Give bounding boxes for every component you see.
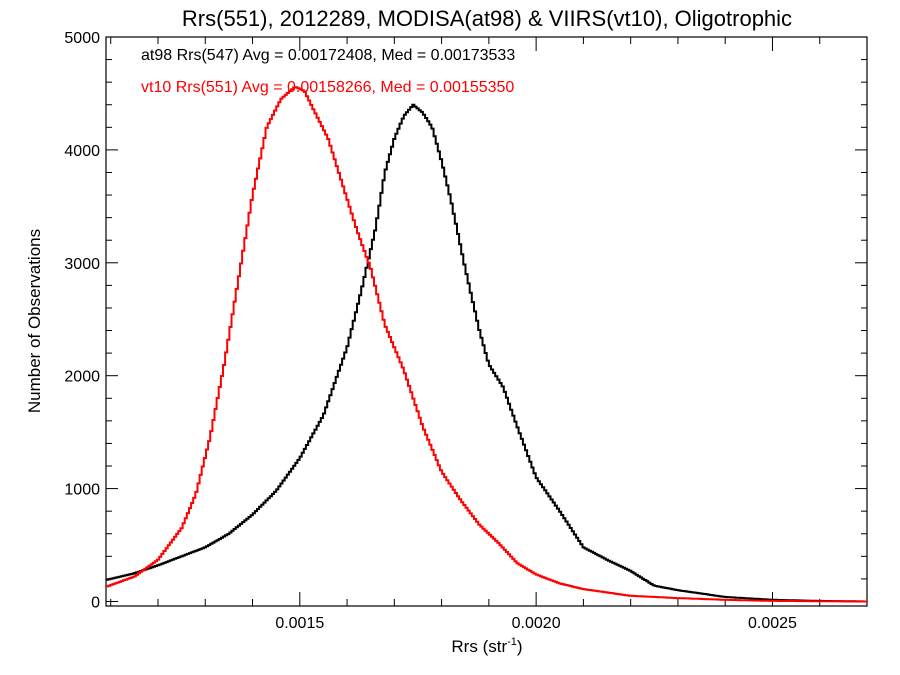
x-axis-label-sup: -1 xyxy=(507,636,517,648)
plot-frame xyxy=(105,36,868,607)
x-axis-label-base: Rrs (str xyxy=(451,637,507,656)
y-tick-label: 2000 xyxy=(64,369,100,386)
axis-tick-labels: 0 1000 2000 3000 4000 5000 0.0015 0.0020 0.0025 xyxy=(64,30,797,632)
chart-title: Rrs(551), 2012289, MODISA(at98) & VIIRS(… xyxy=(182,6,792,31)
x-axis-label-close: ) xyxy=(517,637,523,656)
annotation-vt10: vt10 Rrs(551) Avg = 0.00158266, Med = 0.… xyxy=(141,79,514,96)
series-2-line xyxy=(106,86,867,603)
y-axis-label: Number of Observations xyxy=(25,229,44,413)
axis-ticks xyxy=(106,36,867,606)
series-layer xyxy=(106,86,867,603)
y-tick-label: 3000 xyxy=(64,256,100,273)
y-tick-label: 0 xyxy=(91,594,100,611)
x-tick-label: 0.0020 xyxy=(512,615,561,632)
annotation-at98: at98 Rrs(547) Avg = 0.00172408, Med = 0.… xyxy=(141,47,515,64)
series-1-line xyxy=(106,103,867,603)
x-tick-label: 0.0015 xyxy=(275,615,324,632)
y-tick-label: 5000 xyxy=(64,30,100,47)
y-tick-label: 4000 xyxy=(64,143,100,160)
y-tick-label: 1000 xyxy=(64,482,100,499)
x-tick-label: 0.0025 xyxy=(748,615,797,632)
x-axis-label: Rrs (str-1) xyxy=(451,636,522,656)
